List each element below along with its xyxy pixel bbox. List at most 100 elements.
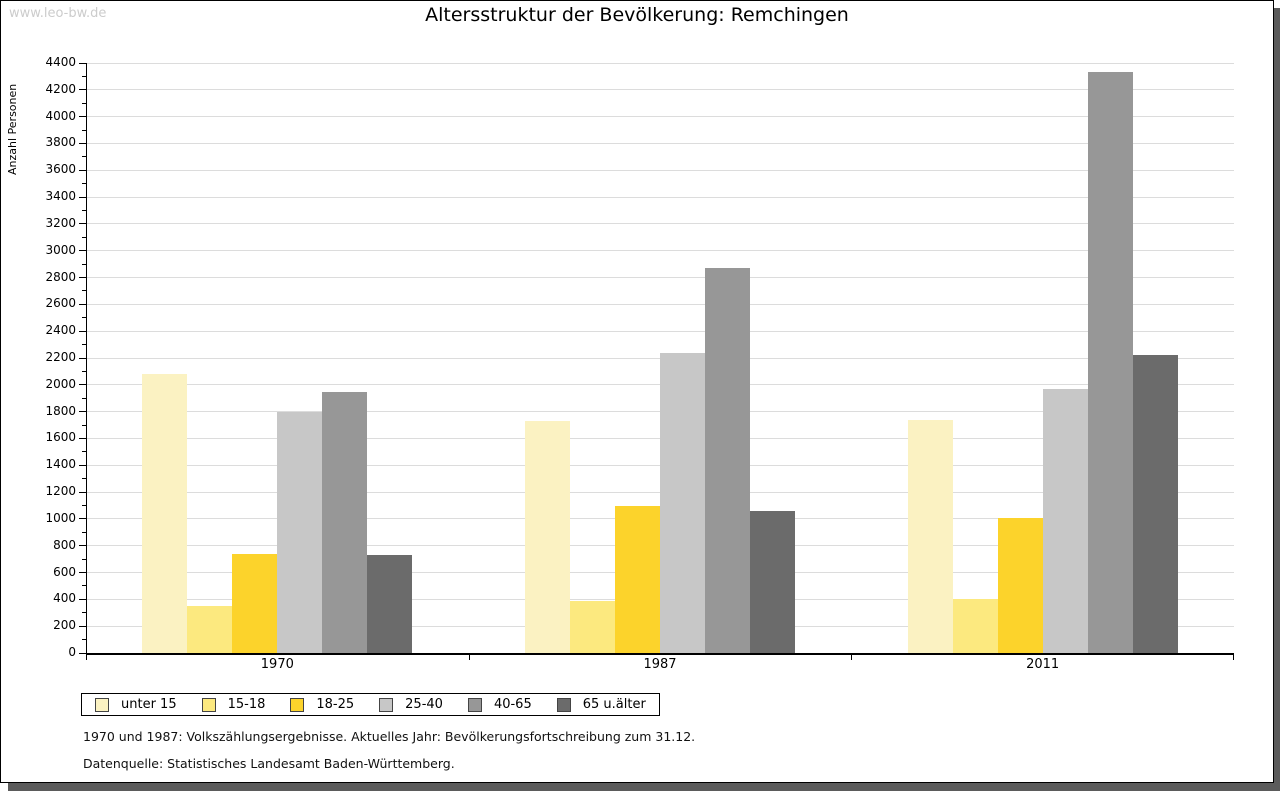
y-tick-label: 400: [53, 591, 76, 606]
y-tick-label: 600: [53, 564, 76, 579]
y-tick-label: 3800: [45, 135, 76, 150]
bar-18-25-1970: [232, 553, 278, 653]
gridline: [86, 62, 1234, 64]
y-tick-label: 1200: [45, 484, 76, 499]
y-major-tick: [79, 598, 86, 600]
y-axis-line: [86, 63, 87, 655]
bar-15-18-1987: [570, 600, 615, 653]
y-minor-tick: [82, 585, 86, 587]
y-tick-label: 4200: [45, 81, 76, 96]
gridline: [86, 223, 1234, 225]
y-minor-tick: [82, 370, 86, 372]
bar-unter-15-2011: [907, 419, 953, 653]
y-major-tick: [79, 89, 86, 91]
legend-label: 65 u.älter: [582, 697, 646, 712]
bar-unter-15-1970: [142, 374, 188, 653]
legend-swatch-icon: [290, 697, 305, 712]
y-minor-tick: [82, 505, 86, 506]
y-tick-label: 2600: [45, 296, 76, 311]
gridline: [86, 169, 1234, 171]
y-tick-label: 3200: [45, 215, 76, 230]
y-minor-tick: [82, 263, 86, 265]
y-major-tick: [79, 437, 86, 439]
y-minor-tick: [82, 236, 86, 238]
y-major-tick: [79, 196, 86, 198]
gridline: [86, 250, 1234, 252]
y-minor-tick: [82, 344, 86, 346]
bar-25-40-1987: [660, 352, 705, 653]
y-minor-tick: [82, 129, 86, 131]
footnote-sources: 1970 und 1987: Volkszählungsergebnisse. …: [83, 729, 696, 744]
y-axis-title: Anzahl Personen: [6, 83, 19, 175]
legend-swatch-icon: [556, 697, 571, 712]
y-minor-tick: [82, 102, 86, 104]
legend-item: 15-18: [201, 697, 266, 712]
chart-title: Altersstruktur der Bevölkerung: Remching…: [425, 4, 849, 26]
gridline: [86, 277, 1234, 279]
y-minor-tick: [82, 156, 86, 158]
y-major-tick: [79, 62, 86, 64]
y-minor-tick: [82, 317, 86, 319]
y-tick-label: 1400: [45, 457, 76, 472]
bar-25-40-2011: [1042, 388, 1088, 653]
y-tick-label: 4000: [45, 108, 76, 123]
bar-40-65-2011: [1087, 72, 1133, 653]
y-minor-tick: [82, 183, 86, 185]
y-tick-label: 200: [53, 618, 76, 633]
y-major-tick: [79, 277, 86, 279]
footnote-datasource: Datenquelle: Statistisches Landesamt Bad…: [83, 756, 455, 771]
legend-item: 40-65: [467, 697, 532, 712]
legend-label: 18-25: [316, 697, 355, 712]
legend-item: 18-25: [290, 697, 354, 712]
y-tick-label: 1600: [45, 430, 76, 445]
y-minor-tick: [82, 478, 86, 480]
gridline: [86, 196, 1234, 198]
legend-label: 25-40: [405, 697, 443, 712]
y-tick-label: 2200: [45, 350, 76, 364]
y-major-tick: [79, 223, 86, 225]
x-tick: [468, 655, 470, 660]
watermark: www.leo-bw.de: [9, 6, 107, 21]
y-tick-label: 1800: [45, 403, 76, 418]
y-tick-label: 4400: [45, 55, 76, 69]
legend-item: 25-40: [379, 697, 443, 712]
legend-item: 65 u.älter: [556, 697, 646, 712]
x-tick: [851, 655, 853, 660]
y-minor-tick: [82, 424, 86, 426]
y-major-tick: [79, 572, 86, 574]
gridline: [86, 116, 1234, 118]
bar-18-25-2011: [997, 517, 1043, 653]
y-tick-label: 1000: [45, 510, 76, 525]
y-tick-label: 0: [68, 645, 76, 659]
y-tick-label: 2000: [45, 376, 76, 391]
y-major-tick: [79, 518, 86, 520]
x-category-label: 2011: [1026, 657, 1060, 672]
legend-label: 40-65: [493, 697, 532, 712]
bar-40-65-1987: [705, 268, 750, 653]
bar-65-u-lter-1987: [750, 510, 795, 653]
y-major-tick: [79, 491, 86, 493]
y-minor-tick: [82, 558, 86, 560]
legend-swatch-icon: [379, 697, 394, 712]
x-tick: [86, 655, 87, 660]
y-minor-tick: [82, 531, 86, 533]
legend-swatch-icon: [201, 697, 216, 712]
y-tick-label: 3600: [45, 162, 76, 177]
y-tick-label: 2400: [45, 323, 76, 338]
plot-area: 0 200 400 600 800 1000 1200 1400 1600 1800 2000 220…: [45, 55, 1234, 672]
bar-25-40-1970: [277, 411, 323, 653]
gridline: [86, 142, 1234, 144]
x-axis-line: [86, 653, 1234, 655]
y-major-tick: [79, 142, 86, 144]
bar-15-18-2011: [952, 599, 998, 653]
y-tick-label: 2800: [45, 269, 76, 284]
y-minor-tick: [82, 75, 86, 77]
y-major-tick: [79, 116, 86, 118]
y-minor-tick: [82, 451, 86, 453]
y-major-tick: [79, 384, 86, 386]
y-minor-tick: [82, 210, 86, 211]
y-minor-tick: [82, 612, 86, 614]
legend-label: 15-18: [227, 697, 266, 712]
